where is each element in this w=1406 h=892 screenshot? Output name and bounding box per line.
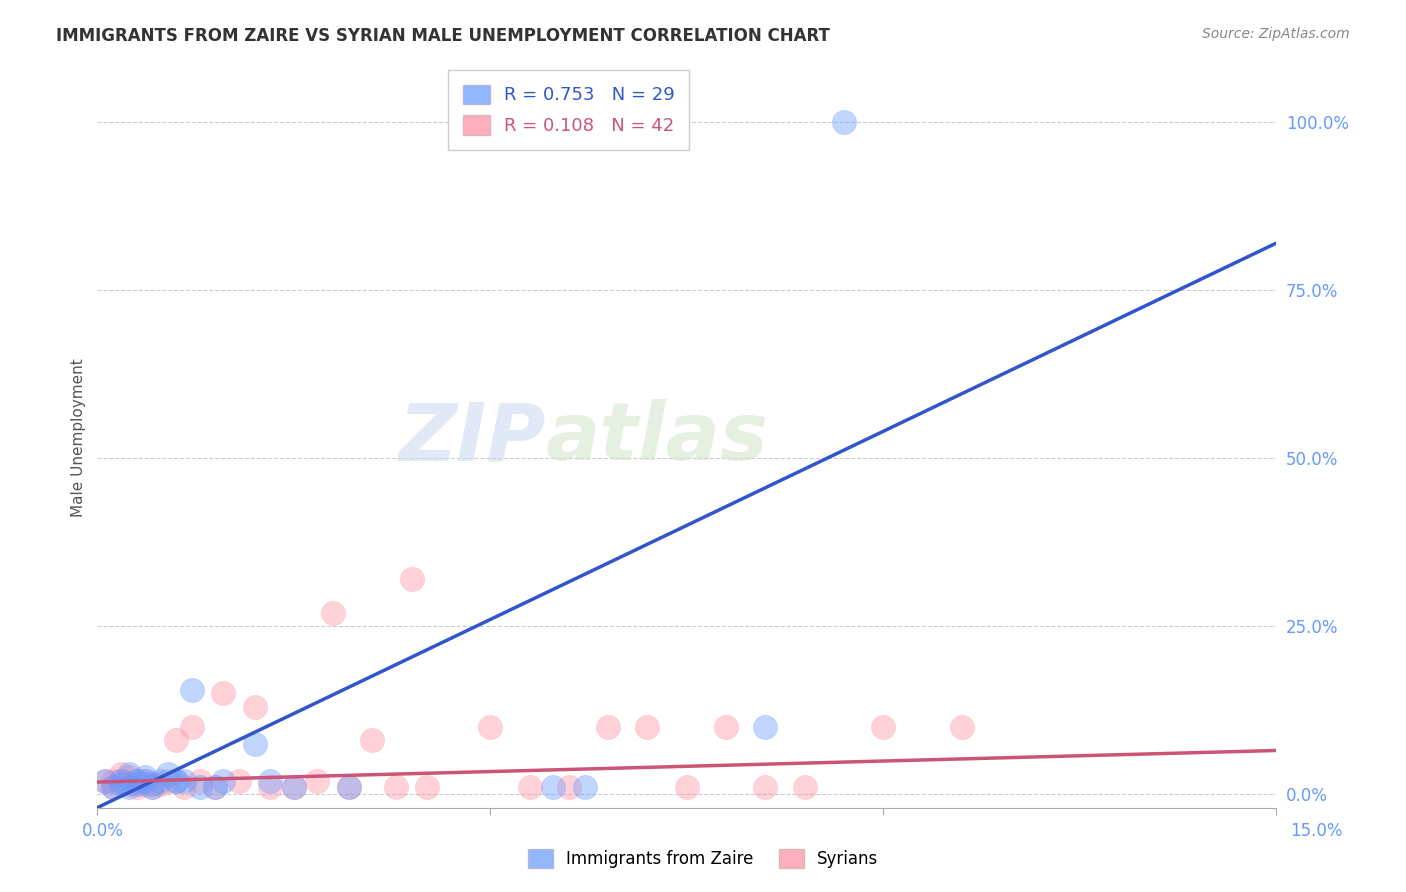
Text: IMMIGRANTS FROM ZAIRE VS SYRIAN MALE UNEMPLOYMENT CORRELATION CHART: IMMIGRANTS FROM ZAIRE VS SYRIAN MALE UNE… [56,27,830,45]
Point [134,773,156,788]
Text: 0.0%: 0.0% [82,822,124,840]
Point [110,773,132,788]
Point [157,773,180,788]
Point [283,780,305,795]
Point [110,767,132,781]
Point [259,773,281,788]
Point [94,773,117,788]
Point [361,733,384,747]
Point [94,773,117,788]
Point [134,773,156,788]
Point [204,780,226,795]
Point [541,780,564,795]
Point [322,606,344,620]
Point [110,773,132,788]
Point [307,773,329,788]
Point [118,771,141,785]
Point [212,773,235,788]
Point [872,720,894,734]
Point [149,777,172,791]
Point [243,737,266,751]
Text: Source: ZipAtlas.com: Source: ZipAtlas.com [1202,27,1350,41]
Text: ZIP: ZIP [398,399,546,477]
Point [283,780,305,795]
Y-axis label: Male Unemployment: Male Unemployment [72,359,86,517]
Point [157,767,180,781]
Point [754,780,776,795]
Point [125,773,148,788]
Point [754,720,776,734]
Point [243,699,266,714]
Point [101,773,124,788]
Point [134,771,156,785]
Point [118,780,141,795]
Legend: Immigrants from Zaire, Syrians: Immigrants from Zaire, Syrians [522,843,884,875]
Point [385,780,408,795]
Point [141,777,163,791]
Point [165,773,187,788]
Point [165,733,187,747]
Point [598,720,620,734]
Point [228,773,250,788]
Point [180,720,202,734]
Point [416,780,439,795]
Point [714,720,737,734]
Point [141,780,163,795]
Point [337,780,360,795]
Point [479,720,502,734]
Point [118,777,141,791]
Point [125,777,148,791]
Point [110,777,132,791]
Point [204,780,226,795]
Legend: R = 0.753   N = 29, R = 0.108   N = 42: R = 0.753 N = 29, R = 0.108 N = 42 [449,70,689,150]
Point [950,720,973,734]
Point [180,683,202,698]
Point [173,780,195,795]
Point [832,115,855,129]
Point [793,780,815,795]
Point [675,780,697,795]
Point [519,780,541,795]
Text: atlas: atlas [546,399,768,477]
Point [173,773,195,788]
Point [134,777,156,791]
Point [259,780,281,795]
Point [101,780,124,795]
Point [212,686,235,700]
Point [125,773,148,788]
Point [149,773,172,788]
Point [188,780,211,795]
Point [101,780,124,795]
Point [558,780,581,795]
Point [188,773,211,788]
Point [141,780,163,795]
Text: 15.0%: 15.0% [1291,822,1343,840]
Point [118,767,141,781]
Point [636,720,658,734]
Point [401,572,423,586]
Point [574,780,596,795]
Point [125,780,148,795]
Point [165,773,187,788]
Point [337,780,360,795]
